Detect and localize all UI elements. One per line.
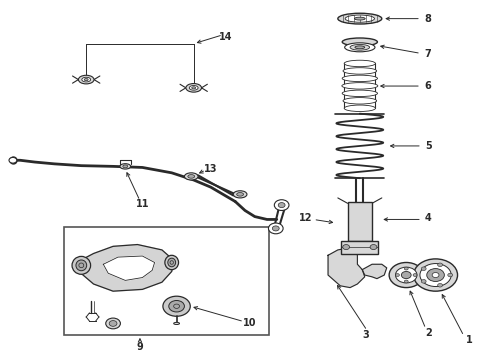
- Circle shape: [395, 274, 399, 276]
- Circle shape: [421, 267, 426, 270]
- Ellipse shape: [184, 173, 198, 180]
- Ellipse shape: [173, 322, 179, 324]
- Circle shape: [404, 280, 408, 283]
- Ellipse shape: [186, 84, 201, 92]
- Circle shape: [163, 296, 190, 316]
- Text: 1: 1: [466, 335, 473, 345]
- Text: 3: 3: [363, 330, 369, 340]
- Ellipse shape: [344, 60, 375, 67]
- Ellipse shape: [165, 255, 178, 270]
- Bar: [341, 241, 378, 253]
- Text: 8: 8: [425, 14, 432, 24]
- Circle shape: [274, 200, 289, 211]
- Ellipse shape: [192, 87, 196, 89]
- Ellipse shape: [338, 13, 382, 24]
- Ellipse shape: [237, 193, 244, 196]
- Circle shape: [109, 320, 117, 326]
- Ellipse shape: [350, 44, 369, 50]
- Circle shape: [404, 267, 408, 270]
- Ellipse shape: [170, 261, 173, 264]
- Circle shape: [269, 223, 283, 234]
- Circle shape: [414, 259, 458, 291]
- Text: 4: 4: [425, 213, 432, 222]
- Text: 11: 11: [136, 199, 149, 210]
- Ellipse shape: [354, 17, 365, 20]
- Circle shape: [106, 318, 121, 329]
- Text: 9: 9: [137, 342, 143, 352]
- Ellipse shape: [233, 191, 247, 198]
- Circle shape: [343, 244, 349, 249]
- Text: 12: 12: [299, 213, 313, 222]
- Circle shape: [421, 280, 426, 283]
- Ellipse shape: [345, 15, 374, 22]
- Circle shape: [438, 263, 442, 267]
- Circle shape: [169, 301, 184, 312]
- Ellipse shape: [123, 165, 128, 168]
- Circle shape: [438, 283, 442, 287]
- Ellipse shape: [343, 98, 377, 104]
- Ellipse shape: [168, 258, 175, 267]
- Ellipse shape: [344, 43, 375, 52]
- Circle shape: [370, 244, 377, 249]
- Ellipse shape: [342, 83, 378, 89]
- Ellipse shape: [72, 256, 91, 274]
- Circle shape: [432, 273, 439, 278]
- Ellipse shape: [342, 90, 377, 96]
- Text: 14: 14: [219, 32, 232, 41]
- Circle shape: [420, 264, 451, 287]
- Circle shape: [413, 274, 417, 276]
- Ellipse shape: [355, 46, 365, 49]
- Text: 2: 2: [425, 328, 432, 338]
- Circle shape: [278, 203, 285, 208]
- Bar: [347, 202, 372, 241]
- Polygon shape: [76, 244, 174, 291]
- Circle shape: [401, 271, 411, 279]
- Ellipse shape: [76, 260, 87, 271]
- Ellipse shape: [344, 105, 375, 112]
- Circle shape: [272, 226, 279, 231]
- Ellipse shape: [84, 78, 88, 81]
- Circle shape: [395, 267, 417, 283]
- Ellipse shape: [343, 68, 377, 74]
- Ellipse shape: [79, 263, 84, 268]
- Text: 6: 6: [425, 81, 432, 91]
- Circle shape: [173, 304, 179, 309]
- Ellipse shape: [189, 86, 198, 90]
- Circle shape: [389, 262, 423, 288]
- Ellipse shape: [78, 75, 94, 84]
- Ellipse shape: [120, 164, 131, 169]
- Text: 13: 13: [204, 163, 218, 174]
- Polygon shape: [328, 248, 365, 288]
- Circle shape: [448, 273, 453, 277]
- Text: 7: 7: [425, 49, 432, 59]
- Ellipse shape: [342, 38, 377, 46]
- Text: 10: 10: [243, 319, 257, 328]
- Text: 5: 5: [425, 141, 432, 151]
- Ellipse shape: [188, 175, 195, 178]
- Ellipse shape: [82, 77, 91, 82]
- Ellipse shape: [342, 75, 377, 82]
- Circle shape: [9, 157, 17, 163]
- Polygon shape: [103, 256, 155, 280]
- Bar: [64, 226, 270, 335]
- Circle shape: [427, 269, 444, 282]
- Polygon shape: [362, 264, 387, 279]
